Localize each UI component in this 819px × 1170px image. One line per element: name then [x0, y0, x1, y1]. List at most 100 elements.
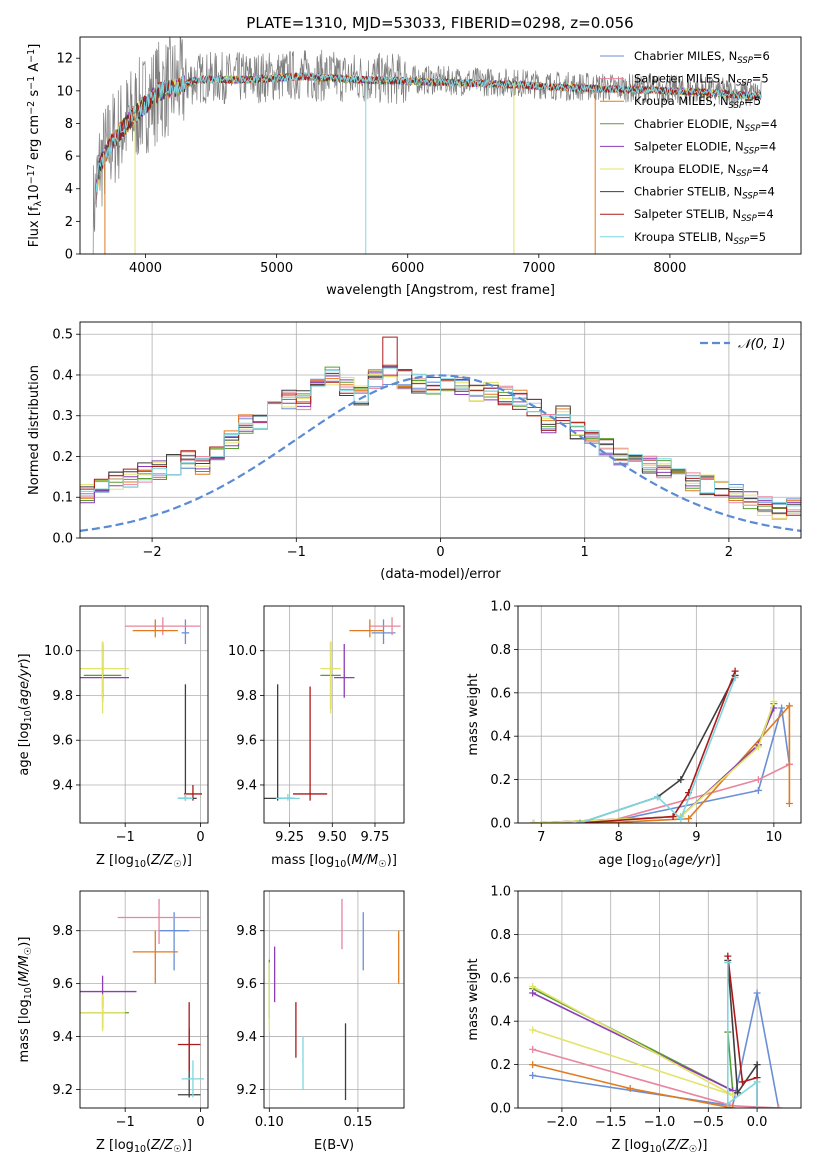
histogram-step — [80, 364, 801, 518]
label-part: 10 — [23, 987, 34, 999]
data-point — [181, 619, 190, 645]
axes-frame — [79, 36, 802, 255]
weight-line — [579, 677, 736, 823]
label-part: ] — [27, 44, 42, 49]
legend-text-part: =4 — [757, 207, 774, 221]
legend-text-part: Salpeter MILES, N — [634, 72, 736, 86]
y-tick-label: 10.0 — [228, 644, 257, 659]
data-point — [320, 641, 341, 714]
model-spectrum-line — [95, 71, 762, 205]
label-part: erg cm — [27, 115, 42, 164]
y-tick-label: 0.4 — [490, 1015, 511, 1030]
legend-entry: Chabrier STELIB, NSSP=4 — [634, 185, 775, 202]
legend-text-part: Salpeter STELIB, N — [634, 207, 741, 221]
weight-series — [576, 671, 739, 823]
y-tick-label: 9.6 — [236, 977, 257, 992]
massweight-vs-z-panel: −2.0 −1.5 −1.0 −0.5 0.0 0.0 0.2 0.4 0.6 0.8 1.0 Z [… — [466, 885, 802, 1155]
label-part: M/M — [17, 955, 32, 982]
legend-entry: Kroupa STELIB, NSSP=5 — [634, 230, 766, 247]
x-tick-label: 1 — [581, 545, 589, 560]
axes-frame — [263, 605, 405, 824]
legend-entry: Kroupa ELODIE, NSSP=4 — [634, 162, 769, 179]
x-tick-label: 6000 — [391, 261, 424, 276]
weight-series — [576, 667, 739, 823]
x-axis-label: Z [log10(Z/Z☉)] — [96, 1138, 192, 1155]
y-tick-label: 0.2 — [490, 773, 511, 788]
label-part: M/M — [351, 853, 378, 868]
legend-entry: Chabrier ELODIE, NSSP=4 — [634, 117, 777, 134]
legend-text-part: =6 — [753, 49, 770, 63]
label-part: ( — [664, 853, 669, 868]
spectrum-title: PLATE=1310, MJD=53033, FIBERID=0298, z=0… — [246, 14, 633, 32]
y-tick-label: 0.6 — [490, 686, 511, 701]
normal-reference-curve — [80, 374, 801, 532]
label-part: ☉ — [173, 1144, 182, 1155]
data-point — [177, 1002, 201, 1071]
x-tick-label: 9.25 — [275, 830, 304, 845]
x-tick-label: 4000 — [129, 261, 162, 276]
histogram-step — [80, 366, 801, 518]
weight-marker — [654, 793, 662, 801]
label-part: λ — [33, 200, 44, 206]
weight-line — [532, 1063, 733, 1108]
x-tick-label: 0 — [196, 1115, 204, 1130]
y-tick-label: 0.1 — [52, 491, 73, 506]
y-tick-label: 4 — [65, 182, 73, 197]
weight-marker — [738, 1078, 746, 1086]
label-part: )] — [17, 653, 32, 663]
weight-marker — [753, 1078, 761, 1086]
y-tick-label: 9.4 — [52, 778, 73, 793]
y-tick-label: 12 — [56, 52, 73, 67]
y-tick-label: 9.2 — [52, 1083, 73, 1098]
legend-text-part: SSP — [736, 78, 752, 88]
legend: 𝒩(0, 1) — [700, 337, 785, 352]
data-point — [177, 793, 193, 801]
data-point — [369, 617, 401, 636]
label-part: ( — [17, 982, 32, 987]
weight-series — [530, 697, 778, 823]
label-part: )] — [182, 1138, 192, 1153]
weight-marker — [729, 1091, 737, 1099]
weight-line — [533, 701, 775, 823]
weight-marker — [677, 815, 685, 823]
label-part: Z/Z — [150, 853, 174, 868]
legend-text-part: SSP — [744, 146, 760, 156]
weight-marker — [729, 1104, 737, 1108]
legend-text-part: Chabrier STELIB, N — [634, 185, 742, 199]
y-tick-label: 0.4 — [52, 368, 73, 383]
x-axis-label: mass [log10(M/M☉)] — [271, 853, 397, 870]
weight-line — [727, 962, 758, 1108]
label-part: age [log — [598, 853, 651, 868]
weight-marker — [626, 1084, 634, 1092]
y-tick-label: 0.8 — [490, 643, 511, 658]
y-tick-label: 9.6 — [52, 734, 73, 749]
data-point — [293, 686, 328, 801]
y-tick-label: 0.5 — [52, 328, 73, 343]
label-part: −1 — [26, 76, 37, 90]
label-part: ☉ — [689, 1144, 698, 1155]
x-tick-label: −2 — [143, 545, 162, 560]
weight-marker — [785, 702, 793, 710]
y-tick-label: 1.0 — [490, 600, 511, 615]
y-axis-label: age [log10(age/yr)] — [17, 653, 34, 775]
legend-text-part: SSP — [729, 101, 745, 111]
weight-marker — [529, 1045, 537, 1053]
y-tick-label: 0.0 — [52, 532, 73, 547]
y-tick-label: 0 — [65, 248, 73, 263]
y-tick-label: 9.4 — [52, 1030, 73, 1045]
weight-marker — [753, 989, 761, 997]
x-tick-label: 0 — [196, 830, 204, 845]
data-point — [275, 793, 300, 801]
weight-marker — [724, 952, 732, 960]
label-part: ( — [146, 1138, 151, 1153]
weight-line — [579, 670, 736, 823]
legend-text-part: Salpeter ELODIE, N — [634, 139, 744, 153]
weight-series — [529, 989, 737, 1095]
weight-line — [532, 992, 734, 1092]
weight-marker — [530, 819, 538, 823]
label-part: ☉ — [23, 947, 34, 956]
legend-text-part: Chabrier ELODIE, N — [634, 117, 745, 131]
label-part: Z/Z — [666, 1138, 690, 1153]
